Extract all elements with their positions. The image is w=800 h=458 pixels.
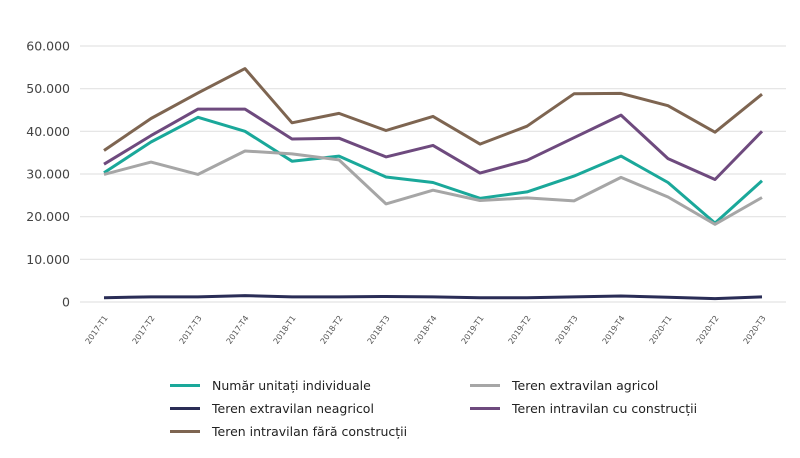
series-line [103,115,764,225]
legend-swatch [170,429,200,433]
y-tick-label: 30.000 [26,167,70,182]
legend: Număr unitați individuale Teren extravil… [170,376,730,440]
y-tick-label: 60.000 [26,39,70,54]
x-tick-label: 2018-T3 [366,314,392,346]
legend-swatch [170,406,200,410]
legend-item: Număr unitați individuale [170,376,470,394]
legend-label: Teren intravilan cu construcții [512,400,698,416]
x-tick-label: 2019-T4 [601,314,627,346]
y-tick-label: 40.000 [26,124,70,139]
x-tick-label: 2018-T1 [272,314,298,346]
x-tick-label: 2017-T3 [178,314,204,346]
x-tick-label: 2020-T1 [648,314,674,346]
x-tick-label: 2017-T4 [225,314,251,346]
x-tick-label: 2018-T2 [319,314,345,346]
legend-item: Teren intravilan fără construcții [170,422,470,440]
y-axis-ticks: 0 10.000 20.000 30.000 40.000 50.000 60.000 [26,39,70,310]
legend-label: Teren extravilan agricol [512,377,659,393]
series-line [103,149,763,226]
legend-swatch [470,383,500,387]
y-tick-label: 10.000 [26,252,70,267]
y-tick-label: 0 [62,295,70,310]
x-tick-label: 2019-T1 [460,314,486,346]
series-line [103,294,763,301]
legend-swatch [470,406,500,410]
x-tick-label: 2019-T2 [507,314,533,346]
y-tick-label: 20.000 [26,209,70,224]
legend-item: Teren intravilan cu construcții [470,399,730,417]
legend-swatch [170,383,200,387]
legend-label: Teren extravilan neagricol [212,400,374,416]
x-tick-label: 2020-T3 [742,314,768,346]
legend-item: Teren extravilan agricol [470,376,730,394]
series-line [103,67,763,152]
gridlines [80,45,786,303]
legend-label: Teren intravilan fără construcții [212,423,408,439]
x-tick-label: 2020-T2 [695,314,721,346]
legend-item: Teren extravilan neagricol [170,399,470,417]
series-line [103,107,764,181]
x-tick-label: 2019-T3 [554,314,580,346]
y-tick-label: 50.000 [26,81,70,96]
x-tick-label: 2017-T2 [131,314,157,346]
x-tick-label: 2018-T4 [413,314,439,346]
series-lines [103,67,764,301]
legend-label: Număr unitați individuale [212,377,371,393]
x-axis-ticks: 2017-T1 2017-T2 2017-T3 2017-T4 2018-T1 2018-… [84,314,768,346]
x-tick-label: 2017-T1 [84,314,110,346]
